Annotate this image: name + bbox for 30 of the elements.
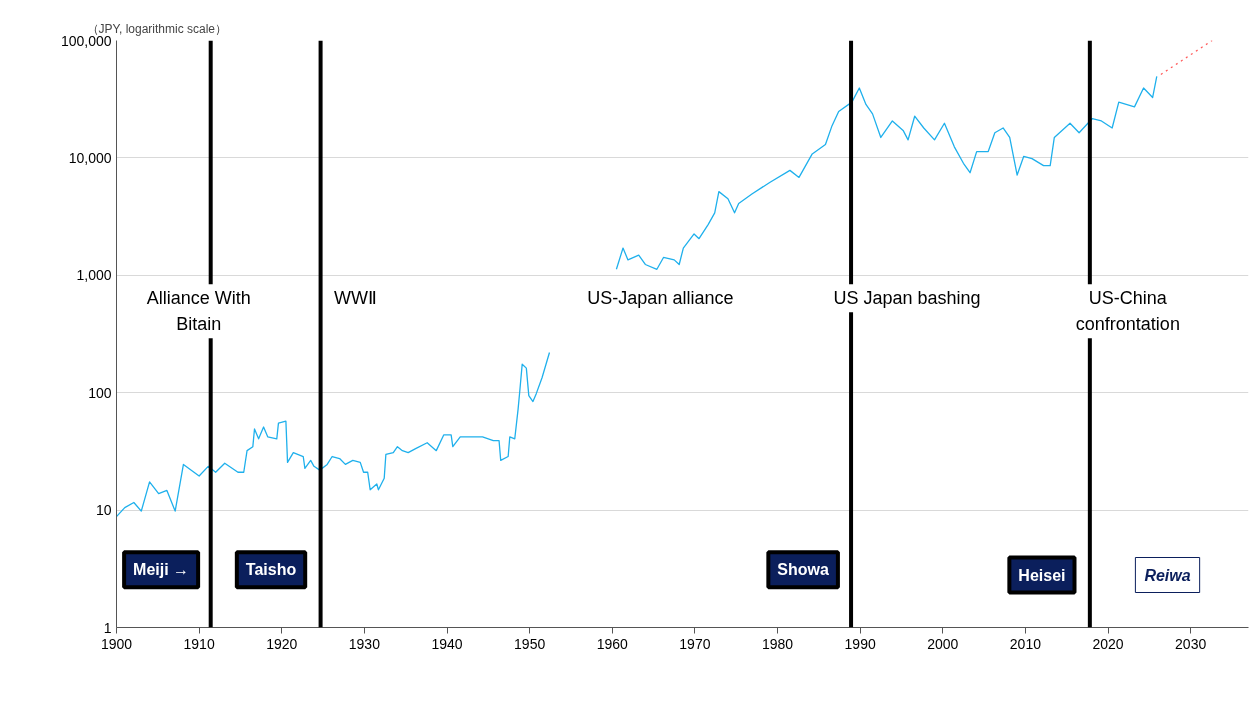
y-tick-label: 100 (88, 384, 112, 401)
x-tick-label: 2030 (1175, 635, 1207, 652)
x-tick-label: 2010 (1009, 635, 1042, 652)
x-tick-label: 1950 (514, 635, 546, 652)
ref-line-label: US Japan bashing (833, 288, 981, 309)
x-tick-label: 2020 (1092, 635, 1124, 652)
annotation: Showa (777, 561, 830, 579)
y-tick-label: 1,000 (76, 267, 112, 284)
x-tick-label: 1960 (596, 635, 629, 652)
y-axis-title: （JPY, logarithmic scale） (86, 21, 227, 36)
x-tick-label: 1920 (266, 635, 298, 652)
x-tick-label: 1980 (761, 635, 794, 652)
annotation: Reiwa (1144, 566, 1191, 584)
x-tick-label: 1940 (431, 635, 463, 652)
x-tick-label: 2000 (927, 635, 959, 652)
y-tick-label: 1 (103, 619, 112, 636)
x-tick-label: 1930 (348, 635, 381, 652)
y-tick-label: 10,000 (68, 149, 112, 166)
x-tick-label: 1990 (844, 635, 876, 652)
ref-line-label: WWⅡ (334, 288, 378, 309)
annotation: Taisho (245, 561, 297, 579)
x-tick-label: 1900 (100, 635, 133, 652)
x-tick-label: 1910 (183, 635, 215, 652)
ref-line-label: Alliance With Bitain (146, 288, 251, 335)
annotation: US-Japan alliance (587, 288, 734, 309)
annotation: Meiji → (133, 561, 190, 579)
y-tick-label: 10 (95, 502, 112, 519)
annotation: Heisei (1018, 566, 1066, 584)
ref-line-label: US-China confrontation (1075, 288, 1180, 335)
x-tick-label: 1970 (679, 635, 711, 652)
